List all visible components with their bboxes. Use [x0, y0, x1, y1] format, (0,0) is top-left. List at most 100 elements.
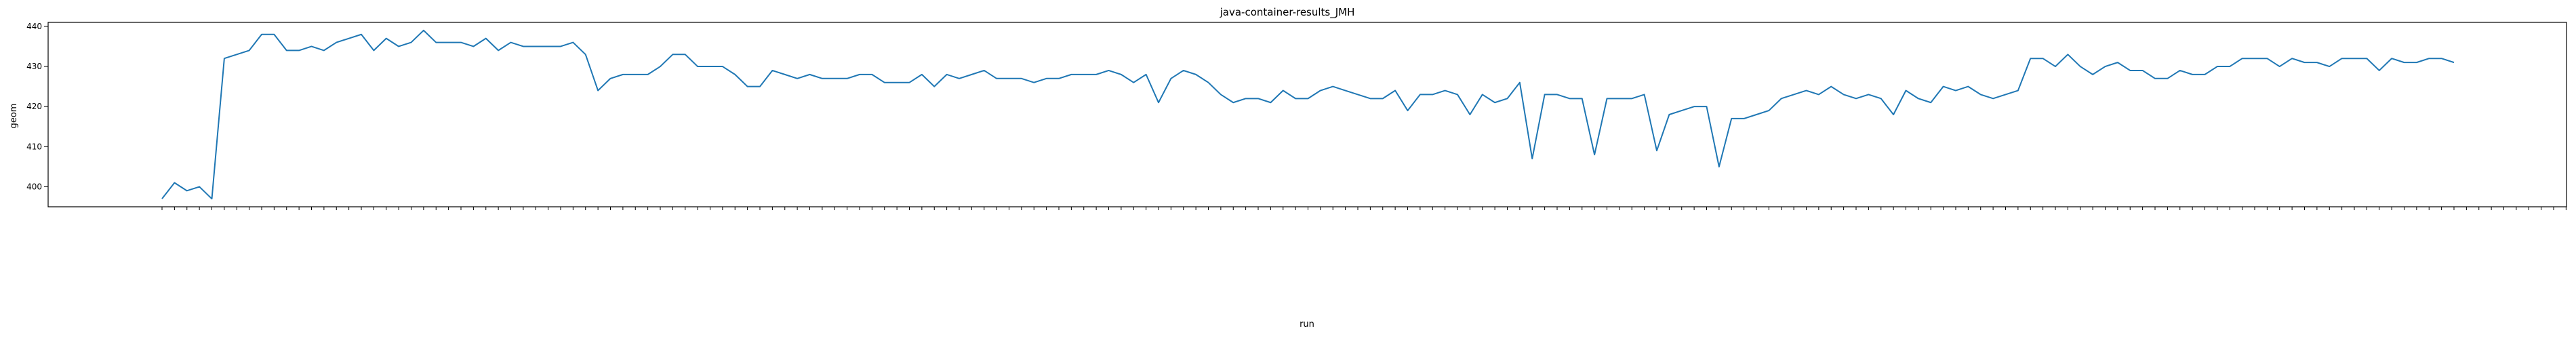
data-point — [1531, 158, 1533, 159]
data-point — [2416, 62, 2417, 63]
data-point — [2329, 66, 2330, 67]
data-point — [1918, 98, 1919, 99]
data-point — [523, 45, 524, 47]
y-tick-label: 410 — [26, 142, 42, 151]
data-point — [1793, 94, 1794, 95]
data-point — [1843, 94, 1845, 95]
data-point — [1108, 70, 1110, 71]
data-point — [161, 198, 163, 199]
x-axis-ticks — [161, 207, 2567, 210]
data-point — [411, 42, 412, 43]
data-point — [2354, 58, 2355, 59]
data-point — [1768, 110, 1769, 111]
data-point — [635, 74, 636, 75]
data-point — [2105, 66, 2106, 67]
data-point — [834, 78, 835, 79]
data-point — [1731, 118, 1732, 119]
data-point — [336, 42, 337, 43]
data-point — [1980, 94, 1981, 95]
series-line — [161, 29, 2455, 200]
data-point — [1033, 82, 1034, 83]
data-point — [323, 49, 325, 51]
data-point — [212, 198, 213, 199]
y-tick-label: 400 — [26, 182, 42, 191]
data-point — [672, 54, 673, 55]
data-point — [2428, 58, 2430, 59]
data-point — [386, 38, 387, 39]
data-point — [1781, 98, 1782, 99]
data-point — [1718, 166, 1720, 167]
data-point — [373, 49, 374, 51]
data-point — [2366, 58, 2367, 59]
data-point — [224, 58, 225, 59]
data-point — [498, 49, 499, 51]
data-point — [921, 74, 923, 75]
data-point — [1681, 110, 1683, 111]
data-point — [1083, 74, 1085, 75]
data-point — [847, 78, 848, 79]
data-point — [236, 54, 237, 55]
data-point — [784, 74, 786, 75]
data-point — [1469, 114, 1470, 115]
data-point — [485, 38, 487, 39]
data-point — [1693, 106, 1695, 107]
data-point — [1644, 94, 1645, 95]
data-point — [572, 42, 573, 43]
y-tick-label: 440 — [26, 22, 42, 31]
data-point — [2067, 54, 2068, 55]
data-point — [1855, 98, 1857, 99]
data-point — [2279, 66, 2280, 67]
data-point — [2055, 66, 2056, 67]
y-axis-label: geom — [9, 104, 19, 129]
data-point — [448, 42, 449, 43]
data-point — [685, 54, 686, 55]
data-point — [759, 86, 761, 87]
data-point — [1631, 98, 1632, 99]
data-point — [1569, 98, 1570, 99]
data-point — [2205, 74, 2206, 75]
data-point — [1830, 86, 1832, 87]
data-point — [2030, 58, 2031, 59]
data-point — [959, 78, 960, 79]
data-point — [1133, 82, 1134, 83]
data-point — [435, 42, 437, 43]
data-point — [1121, 74, 1122, 75]
data-point — [1619, 98, 1620, 99]
data-point — [398, 45, 399, 47]
data-point — [2291, 58, 2293, 59]
data-point — [1070, 74, 1072, 75]
plot-area-frame — [47, 22, 2567, 207]
data-point — [2441, 58, 2442, 59]
data-point — [1457, 94, 1458, 95]
data-point — [984, 70, 985, 71]
data-point — [859, 74, 860, 75]
data-point — [946, 74, 948, 75]
data-point — [996, 78, 997, 79]
data-point — [548, 45, 549, 47]
data-point — [2142, 70, 2144, 71]
data-point — [909, 82, 910, 83]
data-point — [298, 49, 300, 51]
data-point — [647, 74, 649, 75]
data-point — [1594, 154, 1595, 155]
data-point — [2179, 70, 2181, 71]
data-point — [1706, 106, 1708, 107]
data-point — [610, 78, 611, 79]
data-point — [286, 49, 287, 51]
data-point — [1507, 98, 1508, 99]
data-point — [2042, 58, 2044, 59]
data-point — [460, 42, 462, 43]
data-point — [1868, 94, 1869, 95]
data-point — [361, 34, 362, 35]
data-point — [2266, 58, 2268, 59]
data-point — [1407, 110, 1409, 111]
data-point — [1967, 86, 1969, 87]
data-point — [896, 82, 898, 83]
data-point — [822, 78, 823, 79]
data-point — [797, 78, 798, 79]
data-point — [1021, 78, 1022, 79]
data-point — [2129, 70, 2131, 71]
data-point — [2379, 70, 2380, 71]
